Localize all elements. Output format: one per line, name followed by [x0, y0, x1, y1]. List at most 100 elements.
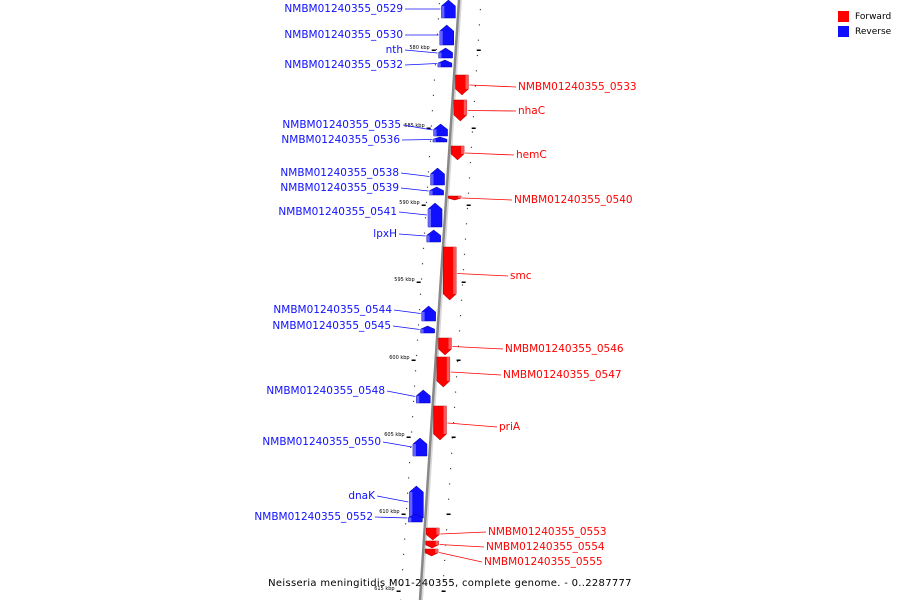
major-tick: 615 kbp: [374, 586, 446, 592]
gene-dnaK[interactable]: dnaK: [348, 485, 424, 519]
gene-leader-line: [398, 233, 426, 237]
gene-NMBM01240355_0554[interactable]: NMBM01240355_0554: [425, 540, 605, 553]
gene-arrow[interactable]: [408, 513, 423, 523]
gene-label[interactable]: NMBM01240355_0541: [278, 206, 397, 218]
legend-label-reverse: Reverse: [855, 26, 892, 37]
gene-label[interactable]: NMBM01240355_0553: [488, 526, 607, 538]
tick-label: 585 kbp: [404, 123, 424, 129]
gene-NMBM01240355_0552[interactable]: NMBM01240355_0552: [254, 511, 423, 523]
minor-tick: [463, 253, 466, 255]
gene-label[interactable]: NMBM01240355_0536: [281, 134, 400, 146]
gene-arrow[interactable]: [412, 437, 428, 457]
gene-NMBM01240355_0544[interactable]: NMBM01240355_0544: [273, 304, 436, 322]
gene-label[interactable]: NMBM01240355_0547: [503, 369, 622, 381]
gene-leader-line: [469, 84, 517, 88]
gene-NMBM01240355_0532[interactable]: NMBM01240355_0532: [284, 59, 453, 71]
minor-tick: [468, 177, 471, 179]
gene-label[interactable]: lpxH: [373, 228, 397, 240]
gene-NMBM01240355_0530[interactable]: NMBM01240355_0530: [284, 24, 454, 46]
minor-tick: [475, 70, 478, 72]
gene-arrow[interactable]: [424, 548, 439, 557]
gene-lpxH[interactable]: lpxH: [373, 228, 441, 243]
gene-leader-line: [457, 273, 509, 277]
gene-arrow[interactable]: [420, 325, 435, 334]
gene-NMBM01240355_0546[interactable]: NMBM01240355_0546: [438, 337, 624, 356]
gene-smc[interactable]: smc: [442, 246, 532, 301]
gene-arrow[interactable]: [441, 0, 456, 19]
major-tick: 595 kbp: [394, 277, 466, 283]
gene-NMBM01240355_0535[interactable]: NMBM01240355_0535: [282, 119, 448, 137]
gene-NMBM01240355_0548[interactable]: NMBM01240355_0548: [266, 385, 431, 404]
gene-arrow[interactable]: [429, 186, 444, 196]
gene-NMBM01240355_0547[interactable]: NMBM01240355_0547: [436, 356, 622, 388]
gene-arrow-shade: [436, 528, 440, 535]
gene-arrow[interactable]: [453, 99, 468, 122]
gene-arrow[interactable]: [433, 123, 448, 137]
gene-arrow[interactable]: [430, 167, 445, 186]
gene-label[interactable]: NMBM01240355_0552: [254, 511, 373, 523]
gene-label[interactable]: NMBM01240355_0546: [505, 343, 624, 355]
gene-arrow[interactable]: [426, 527, 440, 541]
gene-arrow[interactable]: [455, 74, 469, 96]
gene-nth[interactable]: nth: [386, 44, 453, 59]
major-tick-mark-right: [441, 590, 446, 592]
minor-tick: [445, 529, 448, 531]
gene-arrow[interactable]: [427, 202, 443, 228]
gene-arrow[interactable]: [426, 229, 441, 243]
gene-arrow-shade: [432, 139, 436, 142]
major-tick-mark-right: [446, 513, 451, 515]
gene-label[interactable]: NMBM01240355_0548: [266, 385, 385, 397]
gene-label[interactable]: NMBM01240355_0554: [486, 541, 605, 553]
minor-tick: [408, 462, 411, 464]
gene-arrow[interactable]: [432, 136, 448, 143]
gene-arrow[interactable]: [438, 47, 453, 59]
gene-arrow[interactable]: [450, 145, 465, 161]
gene-priA[interactable]: priA: [433, 405, 521, 441]
gene-NMBM01240355_0553[interactable]: NMBM01240355_0553: [426, 526, 607, 541]
gene-arrow[interactable]: [438, 337, 452, 356]
gene-arrow[interactable]: [433, 405, 447, 441]
gene-label[interactable]: hemC: [516, 149, 547, 161]
gene-label[interactable]: NMBM01240355_0555: [484, 556, 603, 568]
gene-NMBM01240355_0536[interactable]: NMBM01240355_0536: [281, 134, 448, 146]
gene-label[interactable]: priA: [499, 421, 521, 433]
gene-nhaC[interactable]: nhaC: [453, 99, 545, 122]
gene-arrow-shade: [461, 146, 465, 154]
gene-label[interactable]: NMBM01240355_0545: [272, 320, 391, 332]
gene-label[interactable]: NMBM01240355_0533: [518, 81, 637, 93]
gene-arrow[interactable]: [442, 246, 457, 301]
gene-label[interactable]: nth: [386, 44, 403, 56]
gene-arrow[interactable]: [439, 24, 454, 46]
gene-label[interactable]: NMBM01240355_0529: [284, 3, 403, 15]
gene-label[interactable]: nhaC: [518, 105, 545, 117]
gene-NMBM01240355_0545[interactable]: NMBM01240355_0545: [272, 320, 435, 334]
gene-NMBM01240355_0550[interactable]: NMBM01240355_0550: [262, 436, 428, 457]
gene-hemC[interactable]: hemC: [450, 145, 547, 161]
gene-NMBM01240355_0540[interactable]: NMBM01240355_0540: [447, 194, 633, 206]
gene-label[interactable]: NMBM01240355_0532: [284, 59, 403, 71]
gene-arrow[interactable]: [437, 59, 453, 68]
gene-label[interactable]: NMBM01240355_0539: [280, 182, 399, 194]
gene-NMBM01240355_0533[interactable]: NMBM01240355_0533: [455, 74, 637, 96]
gene-label[interactable]: NMBM01240355_0530: [284, 29, 403, 41]
gene-label[interactable]: NMBM01240355_0540: [514, 194, 633, 206]
gene-label[interactable]: NMBM01240355_0544: [273, 304, 392, 316]
gene-label[interactable]: NMBM01240355_0550: [262, 436, 381, 448]
gene-arrow[interactable]: [447, 195, 462, 201]
gene-arrow[interactable]: [436, 356, 451, 388]
gene-label[interactable]: NMBM01240355_0535: [282, 119, 401, 131]
gene-arrow[interactable]: [425, 540, 439, 549]
gene-arrow[interactable]: [415, 389, 431, 404]
gene-label[interactable]: smc: [510, 270, 532, 282]
gene-NMBM01240355_0539[interactable]: NMBM01240355_0539: [280, 182, 444, 196]
gene-arrow[interactable]: [421, 305, 436, 322]
gene-label[interactable]: dnaK: [348, 490, 376, 502]
gene-NMBM01240355_0541[interactable]: NMBM01240355_0541: [278, 202, 443, 228]
gene-NMBM01240355_0529[interactable]: NMBM01240355_0529: [284, 0, 456, 19]
gene-label[interactable]: NMBM01240355_0538: [280, 167, 399, 179]
tick-label: 600 kbp: [389, 355, 409, 361]
gene-NMBM01240355_0555[interactable]: NMBM01240355_0555: [424, 548, 603, 568]
gene-NMBM01240355_0538[interactable]: NMBM01240355_0538: [280, 167, 445, 186]
